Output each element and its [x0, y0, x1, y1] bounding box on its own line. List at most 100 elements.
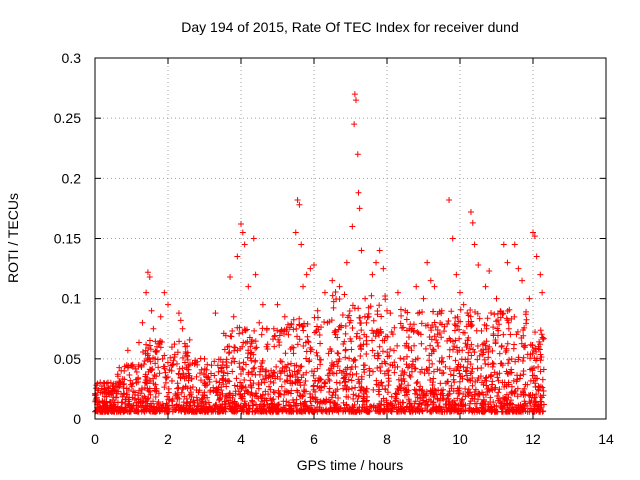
data-point [465, 349, 472, 356]
data-point [353, 333, 360, 340]
data-point [420, 295, 427, 302]
data-point [401, 342, 408, 349]
x-tick-label: 6 [310, 431, 318, 447]
data-point [343, 259, 350, 266]
data-point [183, 395, 190, 402]
data-point [438, 307, 445, 314]
data-point [436, 358, 443, 365]
data-point [402, 307, 409, 314]
data-point [114, 371, 121, 378]
data-point [435, 387, 442, 394]
data-point [467, 377, 474, 384]
data-point [494, 393, 501, 400]
data-point [438, 310, 445, 317]
data-point [349, 223, 356, 230]
data-point [198, 396, 205, 403]
data-point [464, 364, 471, 371]
data-point [326, 385, 333, 392]
data-point [233, 375, 240, 382]
data-point [400, 399, 407, 406]
data-point [502, 395, 509, 402]
data-point [421, 370, 428, 377]
data-point [532, 329, 539, 336]
data-point [358, 346, 365, 353]
data-point [392, 398, 399, 405]
data-point [508, 383, 515, 390]
data-point [540, 408, 547, 415]
data-point [363, 333, 370, 340]
data-point [348, 408, 355, 415]
data-point [229, 368, 236, 375]
data-point [321, 289, 328, 296]
data-point [263, 325, 270, 332]
data-point [437, 391, 444, 398]
data-point [174, 380, 181, 387]
data-point [144, 402, 151, 409]
data-point [276, 332, 283, 339]
data-point [198, 407, 205, 414]
data-point [294, 196, 301, 203]
data-point [379, 382, 386, 389]
data-point [407, 321, 414, 328]
data-point [384, 368, 391, 375]
data-point [154, 343, 161, 350]
data-point [340, 385, 347, 392]
data-point [503, 391, 510, 398]
data-point [397, 355, 404, 362]
data-point [98, 383, 105, 390]
data-point [284, 361, 291, 368]
data-point [317, 356, 324, 363]
data-point [113, 394, 120, 401]
data-point [391, 369, 398, 376]
data-point [398, 377, 405, 384]
axis-ticks [94, 57, 607, 420]
data-point [457, 306, 464, 313]
data-point [465, 312, 472, 319]
data-point [126, 398, 133, 405]
data-point [257, 365, 264, 372]
data-point [338, 322, 345, 329]
data-point [481, 356, 488, 363]
data-point [503, 408, 510, 415]
data-point [475, 390, 482, 397]
data-point [269, 397, 276, 404]
data-point [532, 380, 539, 387]
data-point [449, 338, 456, 345]
data-point [176, 395, 183, 402]
data-point [326, 377, 333, 384]
data-point [456, 385, 463, 392]
data-point [261, 395, 268, 402]
data-point [164, 359, 171, 366]
data-point [107, 388, 114, 395]
data-point [220, 330, 227, 337]
data-point [406, 372, 413, 379]
data-point [253, 393, 260, 400]
data-point [317, 340, 324, 347]
data-point [394, 385, 401, 392]
data-point [391, 324, 398, 331]
data-point [377, 402, 384, 409]
data-point [445, 318, 452, 325]
data-point [336, 380, 343, 387]
data-point [252, 338, 259, 345]
data-point [358, 383, 365, 390]
data-point [286, 373, 293, 380]
data-point [301, 320, 308, 327]
data-point [176, 365, 183, 372]
data-point [468, 352, 475, 359]
data-point [442, 363, 449, 370]
data-point [455, 408, 462, 415]
data-point [296, 321, 303, 328]
data-point [198, 402, 205, 409]
data-point [266, 372, 273, 379]
data-point [201, 381, 208, 388]
data-point [456, 370, 463, 377]
data-point [520, 327, 527, 334]
data-point [409, 361, 416, 368]
data-point [504, 308, 511, 315]
data-point [120, 384, 127, 391]
data-point [482, 360, 489, 367]
data-point [310, 386, 317, 393]
data-point [281, 391, 288, 398]
data-point [343, 386, 350, 393]
